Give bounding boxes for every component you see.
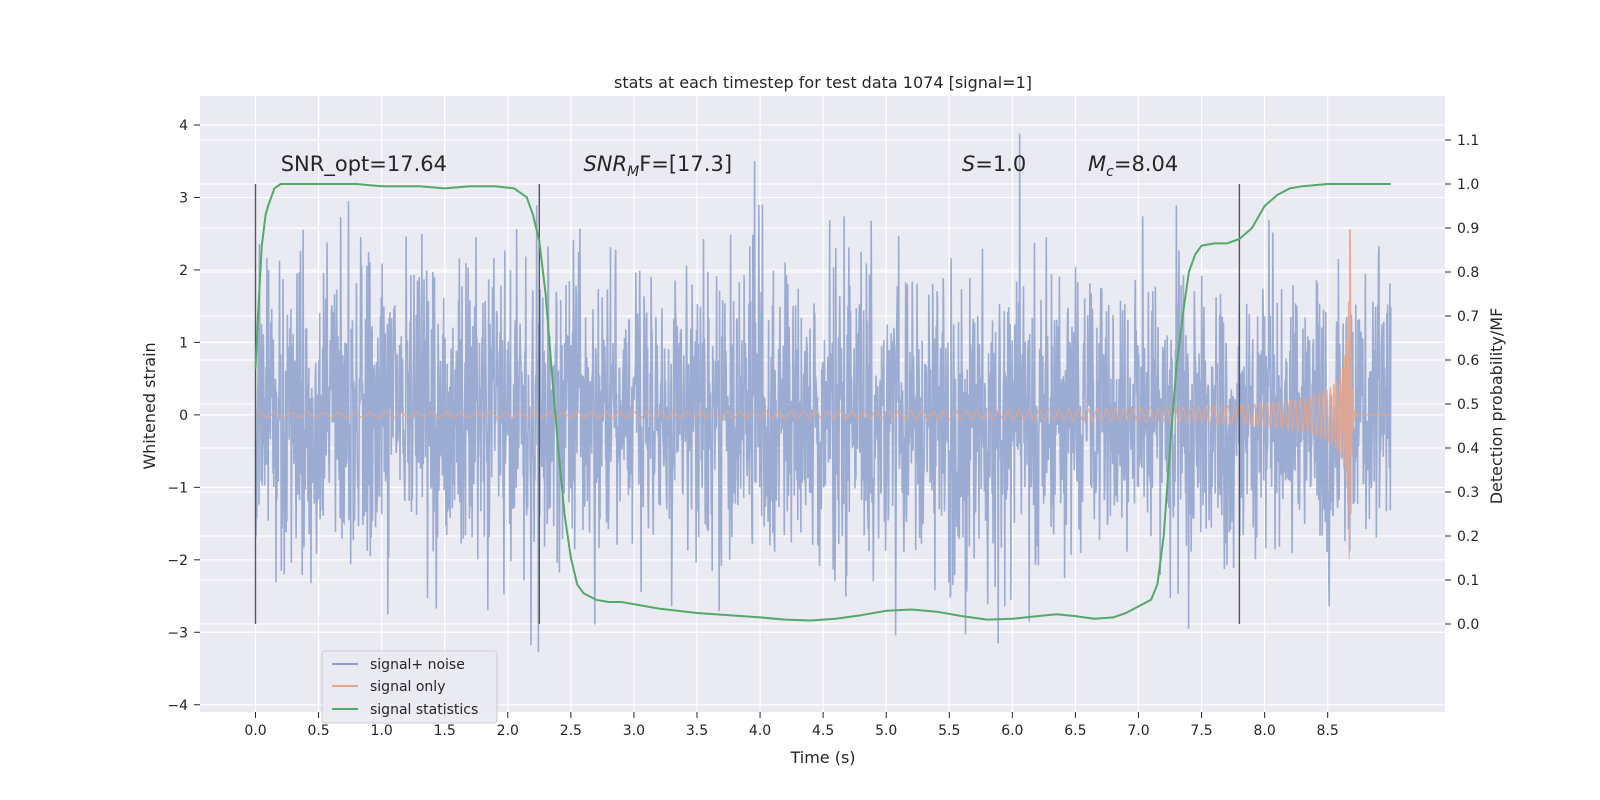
x-tick-label: 4.0 [749,723,771,739]
y-right-tick-label: 1.0 [1457,177,1479,193]
x-tick-label: 1.5 [434,723,456,739]
series-signal-statistics [254,183,1391,622]
legend-label-signal-plus-noise: signal+ noise [370,657,465,673]
x-tick-label: 0.0 [244,723,266,739]
x-tick-label: 3.0 [623,723,645,739]
annotations: SNR_opt=17.64 SNRMF=[17.3] S=1.0 Mc=8.04 [281,152,1178,180]
y-left-tick-label: 1 [179,335,188,351]
x-tick-label: 5.0 [875,723,897,739]
y-left-tick-label: −2 [167,553,188,569]
y-right-tick-label: 0.0 [1457,617,1479,633]
chart-title: stats at each timestep for test data 107… [614,73,1032,92]
y-axis-left-ticks: −4 −3 −2 −1 0 1 2 3 4 [167,118,200,714]
y-left-tick-label: 0 [179,408,188,424]
x-tick-label: 6.0 [1001,723,1023,739]
y-left-tick-label: −3 [167,625,188,641]
legend: signal+ noise signal only signal statist… [321,650,498,724]
x-tick-label: 2.0 [497,723,519,739]
y-right-tick-label: 0.5 [1457,397,1479,413]
grid-right [200,139,1445,625]
x-tick-label: 3.5 [686,723,708,739]
legend-label-signal-statistics: signal statistics [370,702,478,718]
y-left-tick-label: 3 [179,190,188,206]
x-tick-label: 7.0 [1127,723,1149,739]
x-tick-label: 6.5 [1064,723,1086,739]
x-tick-label: 1.0 [371,723,393,739]
y-left-tick-label: −1 [167,480,188,496]
annotation-1: SNRMF=[17.3] [583,152,732,180]
y-left-tick-label: 2 [179,263,188,279]
y-right-tick-label: 0.3 [1457,485,1479,501]
y-right-tick-label: 1.1 [1457,133,1479,149]
y-axis-right-ticks: 0.0 0.1 0.2 0.3 0.4 0.5 0.6 0.7 0.8 0.9 1.0 1.1 [1445,133,1479,633]
y-right-tick-label: 0.2 [1457,529,1479,545]
x-tick-label: 5.5 [938,723,960,739]
x-tick-label: 8.5 [1317,723,1339,739]
y-left-tick-label: 4 [179,118,188,134]
annotation-0: SNR_opt=17.64 [281,152,447,177]
vertical-lines [254,184,1241,624]
signal-only-line [255,229,1391,560]
y-axis-right-title: Detection probability/MF [1487,308,1506,505]
signal-statistics-line [254,183,1391,622]
y-right-tick-label: 0.7 [1457,309,1479,325]
y-right-tick-label: 0.9 [1457,221,1479,237]
y-right-tick-label: 0.4 [1457,441,1479,457]
y-right-tick-label: 0.6 [1457,353,1479,369]
x-tick-label: 7.5 [1190,723,1212,739]
x-tick-label: 0.5 [307,723,329,739]
y-axis-left-title: Whitened strain [140,342,159,469]
x-axis-title: Time (s) [789,748,855,767]
series-signal-only [255,229,1391,560]
x-axis-ticks: 0.0 0.5 1.0 1.5 2.0 2.5 3.0 3.5 4.0 4.5 5.0 5.5 6.0 6… [244,712,1339,739]
x-tick-label: 2.5 [560,723,582,739]
legend-label-signal-only: signal only [370,679,445,695]
y-right-tick-label: 0.8 [1457,265,1479,281]
y-right-tick-label: 0.1 [1457,573,1479,589]
x-tick-label: 4.5 [812,723,834,739]
annotation-2: S=1.0 [962,152,1026,176]
x-tick-label: 8.0 [1253,723,1275,739]
y-left-tick-label: −4 [167,698,188,714]
annotation-3: Mc=8.04 [1088,152,1178,180]
legend-box [321,650,498,724]
